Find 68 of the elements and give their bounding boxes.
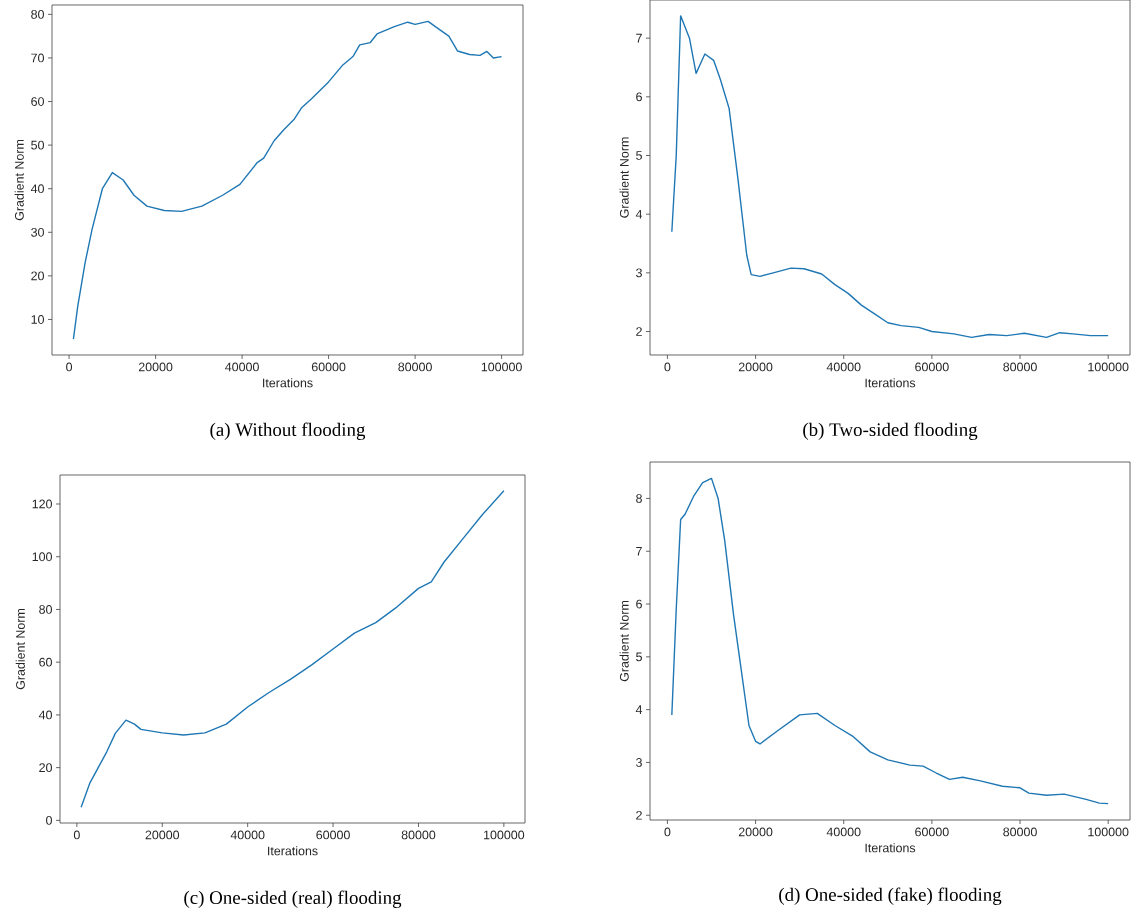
x-tick-label: 0 (664, 827, 671, 837)
x-tick-label: 40000 (230, 830, 265, 840)
y-tick-label: 120 (32, 499, 52, 509)
y-tick-label: 60 (31, 97, 44, 106)
y-tick-label: 10 (31, 315, 44, 324)
y-tick-label: 20 (39, 763, 52, 773)
x-tick-label: 0 (664, 362, 671, 372)
line-series (671, 15, 1109, 339)
y-tick-label: 3 (636, 268, 642, 278)
y-axis-title: Gradient Norm (619, 601, 629, 682)
x-tick-label: 20000 (738, 362, 773, 372)
y-tick-label: 30 (31, 227, 44, 237)
x-tick-label: 80000 (1003, 827, 1037, 837)
x-axis-title: Iterations (268, 846, 318, 856)
x-tick-label: 20000 (138, 362, 173, 372)
x-tick-label: 100000 (1088, 362, 1129, 372)
x-tick-label: 60000 (311, 362, 346, 372)
y-tick-label: 0 (46, 815, 52, 825)
y-tick-label: 2 (636, 810, 642, 820)
x-tick-label: 60000 (915, 827, 949, 837)
x-tick-label: 40000 (225, 362, 259, 372)
y-tick-label: 2 (636, 327, 642, 336)
y-tick-label: 50 (31, 140, 44, 150)
x-tick-label: 0 (66, 362, 73, 372)
x-tick-label: 20000 (738, 827, 773, 837)
x-tick-label: 40000 (826, 362, 861, 372)
x-tick-label: 0 (73, 830, 80, 840)
y-tick-label: 80 (31, 9, 44, 19)
x-tick-label: 80000 (398, 362, 432, 372)
line-series (80, 490, 505, 808)
x-axis-title: Iterations (865, 378, 916, 388)
y-tick-label: 40 (38, 710, 52, 720)
line-series (671, 477, 1109, 805)
x-tick-label: 60000 (915, 362, 949, 372)
y-tick-label: 6 (636, 599, 642, 609)
text: (a) Without flooding (210, 422, 366, 440)
y-tick-label: 7 (636, 546, 642, 556)
y-tick-label: 5 (636, 652, 642, 662)
y-tick-label: 7 (636, 33, 642, 43)
y-tick-label: 8 (636, 494, 642, 503)
y-tick-label: 60 (39, 657, 52, 667)
text: (d) One-sided (fake) flooding (779, 887, 1002, 905)
line-series (72, 20, 503, 340)
x-tick-label: 20000 (145, 830, 180, 840)
y-axis-title: Gradient Norm (15, 609, 25, 690)
y-tick-label: 70 (31, 53, 44, 63)
y-tick-label: 100 (32, 552, 52, 562)
y-tick-label: 80 (39, 605, 52, 614)
x-tick-label: 80000 (1003, 362, 1037, 372)
x-axis-title: Iterations (865, 843, 916, 853)
x-tick-label: 100000 (481, 362, 522, 372)
x-tick-label: 40000 (826, 827, 861, 837)
y-tick-label: 20 (31, 271, 44, 281)
y-axis-title: Gradient Norm (619, 137, 629, 218)
text: (c) One-sided (real) flooding (184, 890, 402, 908)
x-tick-label: 80000 (401, 830, 436, 840)
text: (b) Two-sided flooding (803, 422, 978, 440)
y-tick-label: 3 (636, 758, 642, 767)
y-tick-label: 4 (635, 209, 643, 219)
y-tick-label: 4 (635, 705, 643, 714)
y-tick-label: 5 (636, 151, 642, 160)
y-axis-title: Gradient Norm (14, 140, 24, 221)
y-tick-label: 6 (636, 92, 642, 102)
y-tick-label: 40 (30, 184, 44, 194)
x-tick-label: 100000 (484, 830, 525, 840)
x-axis-title: Iterations (263, 378, 313, 388)
x-tick-label: 100000 (1088, 827, 1129, 837)
x-tick-label: 60000 (316, 830, 350, 840)
